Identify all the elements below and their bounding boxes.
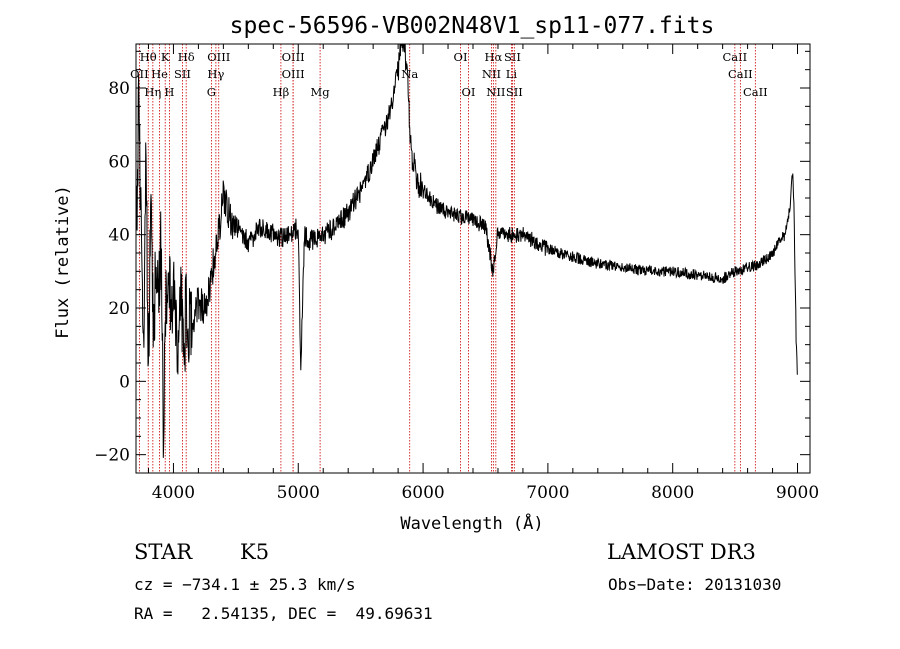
y-tick-label: −20 — [94, 446, 130, 466]
coordinates: RA = 2.54135, DEC = 49.69631 — [134, 604, 433, 623]
x-tick-label: 6000 — [401, 483, 444, 503]
line-label-k: K — [161, 50, 170, 64]
line-label-nii: NII — [486, 85, 505, 99]
line-label-oiii: OIII — [282, 67, 305, 81]
line-label-oi: OI — [454, 50, 468, 64]
line-label-na: Na — [401, 67, 418, 81]
line-label-hη: Hη — [144, 85, 161, 99]
star-class: STAR — [134, 540, 193, 564]
x-tick-label: 4000 — [152, 483, 195, 503]
line-label-caii: CaII — [728, 67, 753, 81]
y-axis-label: Flux (relative) — [53, 185, 73, 339]
line-label-hδ: Hδ — [178, 50, 195, 64]
observation-date: Obs−Date: 20131030 — [608, 575, 782, 594]
star-subclass: K5 — [240, 540, 270, 564]
chart-title: spec-56596-VB002N48V1_sp11-077.fits — [230, 13, 715, 39]
y-tick-label: 20 — [108, 299, 130, 319]
x-tick-label: 8000 — [651, 483, 694, 503]
y-tick-label: 60 — [108, 152, 130, 172]
line-label-h: H — [164, 85, 174, 99]
line-label-caii: CaII — [722, 50, 747, 64]
line-label-li: Li — [506, 67, 518, 81]
line-label-sii: SII — [174, 67, 191, 81]
x-axis-label: Wavelength (Å) — [400, 512, 543, 534]
line-label-oiii: OIII — [207, 50, 230, 64]
y-tick-label: 40 — [108, 226, 130, 246]
line-label-mg: Mg — [311, 85, 331, 99]
x-tick-label: 5000 — [277, 483, 320, 503]
line-label-sii: SII — [504, 50, 521, 64]
line-label-hβ: Hβ — [273, 85, 290, 99]
line-label-oi: OI — [462, 85, 476, 99]
plot-frame — [135, 43, 811, 474]
line-label-hγ: Hγ — [207, 67, 224, 81]
line-label-g: G — [207, 85, 216, 99]
line-label-caii: CaII — [743, 85, 768, 99]
axis-ticks: 4000 5000 6000 7000 8000 9000 −20 0 20 40 60 80 — [94, 44, 819, 503]
y-tick-label: 80 — [108, 79, 130, 99]
line-label-sii: SII — [506, 85, 523, 99]
line-label-hα: Hα — [484, 50, 502, 64]
redshift-velocity: cz = −734.1 ± 25.3 km/s — [134, 575, 356, 594]
x-tick-label: 9000 — [776, 483, 819, 503]
line-label-he: He — [151, 67, 168, 81]
spectrum-chart: spec-56596-VB002N48V1_sp11-077.fits Wave… — [53, 13, 819, 534]
line-label-nii: NII — [482, 67, 501, 81]
spectrum-line — [135, 43, 798, 458]
survey-name: LAMOST DR3 — [607, 540, 756, 564]
line-label-hθ: Hθ — [140, 50, 157, 64]
line-label-oii: OII — [130, 67, 149, 81]
x-tick-label: 7000 — [526, 483, 569, 503]
y-tick-label: 0 — [119, 372, 130, 392]
